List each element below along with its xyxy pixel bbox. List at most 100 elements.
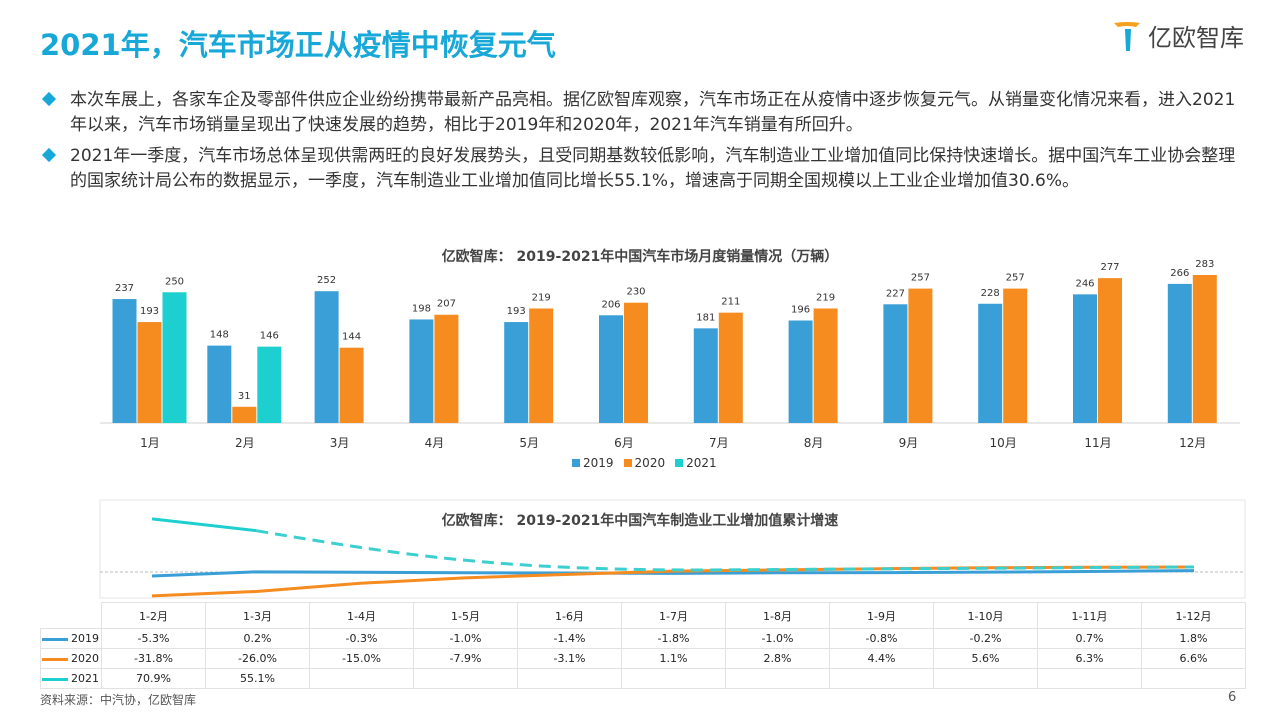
table-cell: -0.8% [829,628,934,649]
table-cell [413,668,518,689]
table-row: 2021 70.9% 55.1% [40,668,1246,689]
table-cell: -1.8% [621,628,726,649]
table-cell: 0.7% [1037,628,1142,649]
bar-label: 193 [507,306,526,317]
bar-label: 211 [721,297,740,308]
table-cell: 2.8% [725,648,830,669]
x-tick-label: 12月 [1179,436,1206,450]
bar-2019 [883,304,908,423]
x-tick-label: 4月 [425,436,445,450]
growth-table: 1-2月 1-3月 1-4月 1-5月 1-6月 1-7月 1-8月 1-9月 1-10月 1-1… [40,602,1246,689]
line-2019 [151,569,1195,578]
logo-icon [1114,21,1140,51]
table-cell: -7.9% [413,648,518,669]
bar-label: 250 [165,276,184,287]
legend-item-2020: 2020 [623,456,665,470]
line-2021-trend [255,529,1195,572]
bullet-text: 2021年一季度，汽车市场总体呈现供需两旺的良好发展势头，且受同期基数较低影响，… [70,146,1236,191]
x-tick-label: 2月 [235,436,255,450]
table-cell [517,668,622,689]
table-cell: -1.4% [517,628,622,649]
x-tick-label: 8月 [804,436,824,450]
legend-item-2019: 2019 [572,456,614,470]
bullet-text: 本次车展上，各家车企及零部件供应企业纷纷携带最新产品亮相。据亿欧智库观察，汽车市… [70,90,1236,135]
column-header: 1-12月 [1141,602,1246,629]
bar-2019 [112,299,137,423]
bar-label: 31 [238,391,251,402]
bar-label: 144 [342,332,361,343]
column-header: 1-8月 [725,602,830,629]
bar-label: 146 [260,331,279,342]
bar-2020 [908,288,933,423]
bar-2020 [1098,278,1122,423]
bar-label: 148 [210,330,229,341]
table-cell: -0.2% [933,628,1038,649]
bar-label: 196 [791,304,810,315]
table-cell [309,668,414,689]
bar-label: 237 [115,283,134,294]
bar-2019 [504,322,529,423]
row-label: 2020 [40,648,102,669]
page-number: 6 [1228,690,1237,705]
bar-label: 227 [886,288,905,299]
bar-label: 277 [1100,262,1119,273]
bar-label: 257 [911,273,930,284]
bar-2020 [232,406,257,423]
bar-2020 [529,308,554,423]
table-cell [1141,668,1246,689]
bullet-item: 2021年一季度，汽车市场总体呈现供需两旺的良好发展势头，且受同期基数较低影响，… [40,144,1240,194]
bar-2019 [978,303,1003,423]
bar-2020 [1192,275,1217,423]
page-title: 2021年，汽车市场正从疫情中恢复元气 [40,28,556,62]
bar-label: 219 [816,292,835,303]
bar-2019 [693,328,718,423]
table-cell [621,668,726,689]
column-header: 1-2月 [101,602,206,629]
line-chart-title: 亿欧智库： 2019-2021年中国汽车制造业工业增加值累计增速 [441,513,839,529]
bar-label: 252 [317,275,336,286]
x-tick-label: 11月 [1084,436,1111,450]
bar-2019 [599,315,623,423]
bar-label: 266 [1170,268,1189,279]
column-header: 1-7月 [621,602,726,629]
bar-2020 [434,314,459,423]
bar-2020 [339,347,364,423]
bullet-list: 本次车展上，各家车企及零部件供应企业纷纷携带最新产品亮相。据亿欧智库观察，汽车市… [40,88,1240,200]
column-header: 1-3月 [205,602,310,629]
bar-label: 193 [140,306,159,317]
table-cell: 5.6% [933,648,1038,669]
column-header: 1-4月 [309,602,414,629]
legend-item-2021: 2021 [675,456,717,470]
x-tick-label: 6月 [614,436,634,450]
table-cell: 1.8% [1141,628,1246,649]
bar-2020 [718,312,743,423]
table-cell: 6.6% [1141,648,1246,669]
table-cell [829,668,934,689]
table-cell: -5.3% [101,628,206,649]
table-cell: 0.2% [205,628,310,649]
bar-label: 198 [412,303,431,314]
bar-2021 [257,346,282,423]
table-row: 2019 -5.3% 0.2% -0.3% -1.0% -1.4% -1.8% -1.0% -0… [40,628,1246,649]
table-cell: 1.1% [621,648,726,669]
bar-2019 [1167,283,1192,423]
x-tick-label: 3月 [330,436,350,450]
table-header-row: 1-2月 1-3月 1-4月 1-5月 1-6月 1-7月 1-8月 1-9月 1-10月 1-1… [41,602,1246,629]
bar-label: 246 [1075,278,1094,289]
bar-2019 [788,320,813,423]
x-tick-label: 5月 [519,436,539,450]
bar-label: 219 [532,292,551,303]
table-cell: -3.1% [517,648,622,669]
bar-label: 283 [1195,259,1214,270]
bar-legend: 2019 2020 2021 [572,456,717,470]
table-cell: -0.3% [309,628,414,649]
line-2021 [151,517,257,533]
bar-2019 [409,319,434,423]
column-header: 1-10月 [933,602,1038,629]
column-header: 1-5月 [413,602,518,629]
row-label: 2019 [40,628,102,649]
logo: 亿欧智库 [1112,18,1244,53]
bar-label: 230 [626,287,645,298]
table-cell [933,668,1038,689]
